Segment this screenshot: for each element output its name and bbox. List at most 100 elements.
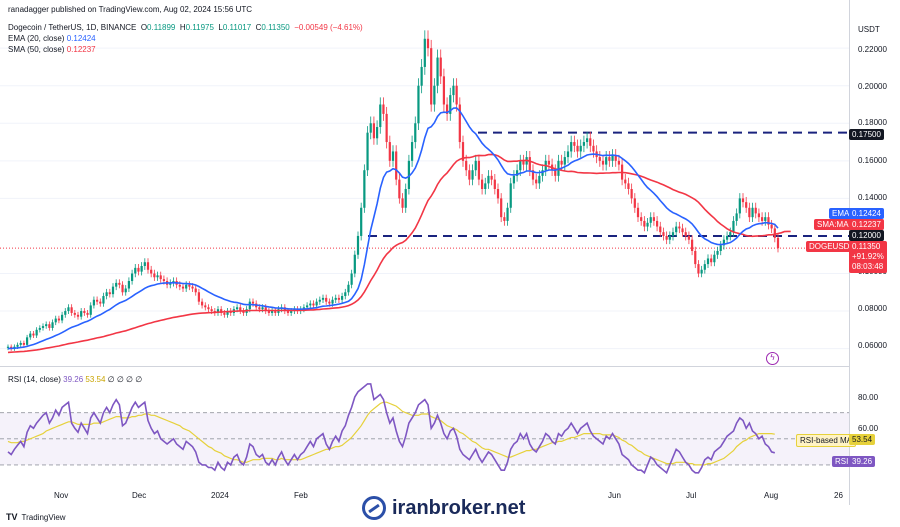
candle-body [655, 220, 659, 227]
candle-body [290, 311, 293, 313]
candle-body [729, 232, 732, 236]
rsi-ma-line [7, 401, 775, 466]
bar-countdown: 08:03:48 [852, 262, 884, 271]
symbol-legend[interactable]: Dogecoin / TetherUS, 1D, BINANCE O0.1189… [8, 23, 363, 32]
candle-body [45, 324, 48, 327]
rsi-legend[interactable]: RSI (14, close) 39.26 53.54 ∅ ∅ ∅ ∅ [8, 375, 143, 384]
price-tick: 0.20000 [858, 82, 887, 91]
candle-body [251, 301, 255, 304]
sma-tag: 0.12237 [849, 219, 884, 230]
tradingview-logo[interactable]: TV TradingView [6, 512, 66, 522]
candle-body [426, 38, 430, 49]
candle-body [697, 264, 700, 274]
candle-body [608, 157, 611, 161]
rsi-panel [0, 383, 849, 475]
sma-legend[interactable]: SMA (50, close) 0.12237 [8, 45, 96, 54]
candle-body [315, 301, 318, 306]
candle-body [433, 85, 436, 105]
candle-body [678, 226, 681, 229]
close-value: 0.11350 [261, 23, 290, 32]
candle-body [194, 288, 197, 293]
candle-body [487, 175, 490, 184]
time-tick: 2024 [211, 491, 229, 500]
candle-body [248, 301, 251, 310]
candle-body [83, 311, 86, 313]
candle-body [210, 309, 213, 312]
candle-body [582, 142, 586, 146]
watermark: iranbroker.net [362, 496, 525, 520]
ema-legend[interactable]: EMA (20, close) 0.12424 [8, 34, 96, 43]
candle-body [538, 175, 541, 184]
candle-body [522, 160, 525, 165]
candle-body [531, 170, 535, 180]
candle-body [337, 297, 341, 300]
candle-body [143, 262, 146, 266]
candle-body [318, 299, 321, 302]
last-price: 0.11350 [852, 242, 881, 251]
candle-body [436, 57, 439, 86]
candle-body [372, 123, 376, 139]
tv-icon: TV [6, 512, 18, 522]
candle-body [95, 299, 99, 302]
candle-body [379, 104, 382, 128]
candle-body [592, 145, 595, 152]
candle-body [140, 265, 143, 272]
candle-body [86, 312, 89, 315]
candle-body [706, 258, 710, 265]
candle-body [684, 232, 687, 236]
candle-body [200, 301, 204, 306]
candle-body [286, 311, 290, 313]
candle-body [328, 301, 331, 304]
candle-body [321, 297, 325, 300]
candle-body [668, 235, 671, 240]
candle-body [503, 217, 506, 221]
candle-body [391, 151, 395, 161]
candle-body [51, 322, 54, 328]
candle-body [134, 267, 137, 274]
candle-body [89, 305, 92, 315]
candle-body [760, 217, 764, 221]
candle-body [6, 346, 10, 348]
lightning-icon[interactable]: ϟ [766, 352, 779, 365]
candle-body [700, 269, 703, 274]
candle-body [239, 307, 242, 312]
price-tick: 0.22000 [858, 45, 887, 54]
candle-body [690, 239, 694, 251]
candle-body [407, 160, 411, 189]
candle-body [242, 311, 245, 313]
candle-body [102, 296, 105, 304]
broker-logo-icon [362, 496, 386, 520]
candle-body [617, 160, 621, 165]
rsi-line [7, 383, 776, 475]
candle-body [477, 160, 481, 180]
candle-body [471, 170, 474, 180]
change-value: −0.00549 (−4.61%) [294, 23, 363, 32]
candle-body [188, 284, 191, 287]
candle-body [191, 286, 194, 289]
pane-separator[interactable] [0, 366, 849, 367]
candle-body [22, 342, 26, 345]
candle-body [80, 311, 83, 317]
candle-body [363, 170, 366, 208]
candle-body [410, 142, 414, 161]
candle-body [439, 57, 442, 77]
candle-body [614, 155, 617, 161]
candle-body [745, 202, 748, 208]
candle-body [480, 179, 484, 189]
candle-body [570, 142, 573, 152]
candle-body [455, 85, 458, 105]
candle-body [484, 183, 487, 189]
candle-body [38, 327, 41, 330]
candle-body [722, 239, 726, 246]
candle-body [76, 314, 80, 317]
candle-body [220, 309, 223, 313]
candle-body [611, 155, 614, 161]
candle-body [630, 189, 633, 199]
price-tick: 0.08000 [858, 304, 887, 313]
ema-tag-label: EMA [829, 208, 853, 219]
candle-body [223, 312, 226, 315]
candle-body [694, 250, 697, 265]
rsi-ma-tag: 53.54 [849, 434, 876, 445]
candle-body [111, 286, 115, 295]
